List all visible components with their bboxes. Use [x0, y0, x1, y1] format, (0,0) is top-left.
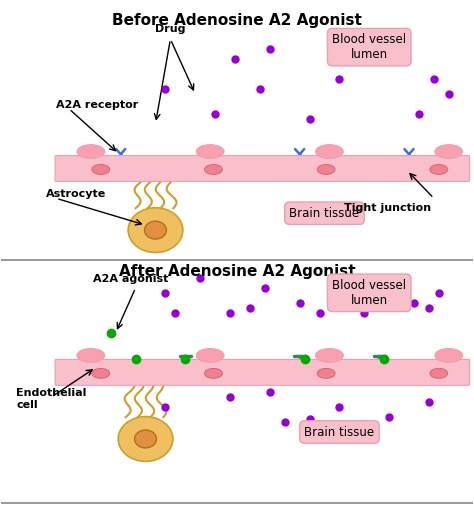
Text: Astrocyte: Astrocyte [46, 189, 106, 199]
Ellipse shape [77, 145, 105, 158]
Ellipse shape [135, 430, 156, 448]
Text: Blood vessel
lumen: Blood vessel lumen [332, 279, 406, 307]
Ellipse shape [77, 348, 105, 362]
Text: Blood vessel
lumen: Blood vessel lumen [332, 33, 406, 61]
Ellipse shape [128, 208, 183, 252]
Ellipse shape [316, 348, 343, 362]
Text: Endothelial
cell: Endothelial cell [16, 389, 87, 410]
Ellipse shape [316, 145, 343, 158]
Text: A2A receptor: A2A receptor [56, 100, 138, 110]
Ellipse shape [204, 368, 222, 378]
Ellipse shape [430, 165, 448, 174]
Ellipse shape [317, 165, 335, 174]
Text: Before Adenosine A2 Agonist: Before Adenosine A2 Agonist [112, 13, 362, 28]
Text: Drug: Drug [155, 24, 186, 34]
Ellipse shape [196, 145, 224, 158]
Ellipse shape [196, 348, 224, 362]
Ellipse shape [317, 368, 335, 378]
FancyBboxPatch shape [55, 155, 470, 181]
Ellipse shape [118, 417, 173, 461]
Ellipse shape [204, 165, 222, 174]
Ellipse shape [435, 348, 463, 362]
Text: Brain tissue: Brain tissue [304, 426, 374, 438]
Ellipse shape [92, 368, 110, 378]
Ellipse shape [145, 221, 166, 239]
Text: Brain tissue: Brain tissue [290, 207, 360, 220]
Ellipse shape [435, 145, 463, 158]
Ellipse shape [430, 368, 448, 378]
Text: A2A agonist: A2A agonist [93, 274, 168, 284]
Text: After Adenosine A2 Agonist: After Adenosine A2 Agonist [118, 264, 356, 279]
Ellipse shape [92, 165, 110, 174]
Text: Tight junction: Tight junction [344, 203, 431, 213]
FancyBboxPatch shape [55, 360, 470, 385]
